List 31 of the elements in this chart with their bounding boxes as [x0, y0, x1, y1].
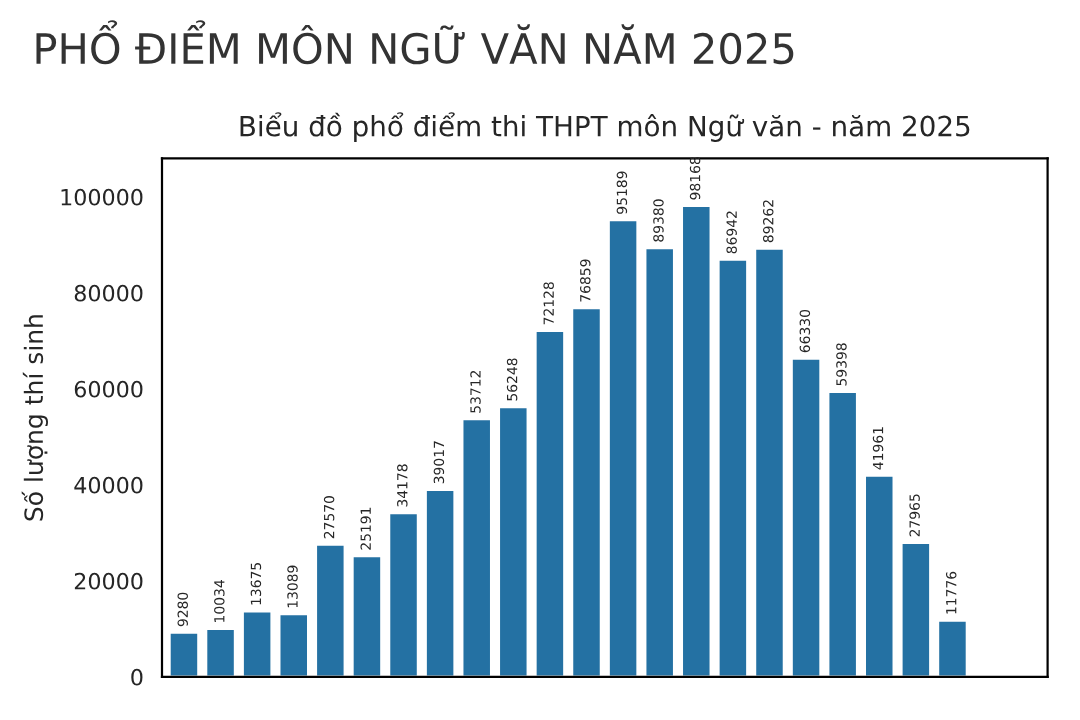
- bar: [570, 306, 603, 677]
- y-axis-title: Số lượng thí sinh: [21, 315, 48, 521]
- chart-title: PHỔ ĐIỂM MÔN NGỮ VĂN NĂM 2025: [36, 20, 794, 65]
- bar: [753, 246, 786, 677]
- bar: [424, 488, 457, 677]
- bar: [533, 329, 566, 677]
- bar: [790, 357, 823, 677]
- bar: [899, 541, 932, 677]
- bar: [936, 618, 969, 677]
- y-tick-label: 40000: [74, 476, 143, 494]
- y-tick-label: 80000: [74, 284, 143, 302]
- bar: [607, 218, 640, 677]
- bar: [460, 417, 493, 677]
- bar: [716, 258, 749, 677]
- y-tick-label: 20000: [74, 572, 143, 590]
- bar: [204, 627, 237, 677]
- bar: [643, 246, 676, 677]
- bar: [350, 554, 383, 677]
- bar: [680, 204, 713, 677]
- bar: [167, 630, 200, 677]
- chart-subtitle: Biểu đồ phổ điểm thi THPT môn Ngữ văn - năm 2025: [240, 112, 970, 142]
- bar: [826, 390, 859, 677]
- y-tick-label: 0: [131, 668, 143, 686]
- bar: [387, 511, 420, 677]
- bar: [277, 612, 310, 677]
- y-tick-label: 100000: [61, 188, 143, 206]
- bar: [863, 474, 896, 677]
- bar: [497, 405, 530, 677]
- y-tick-label: 60000: [74, 380, 143, 398]
- bar: [241, 609, 274, 677]
- bar: [314, 543, 347, 677]
